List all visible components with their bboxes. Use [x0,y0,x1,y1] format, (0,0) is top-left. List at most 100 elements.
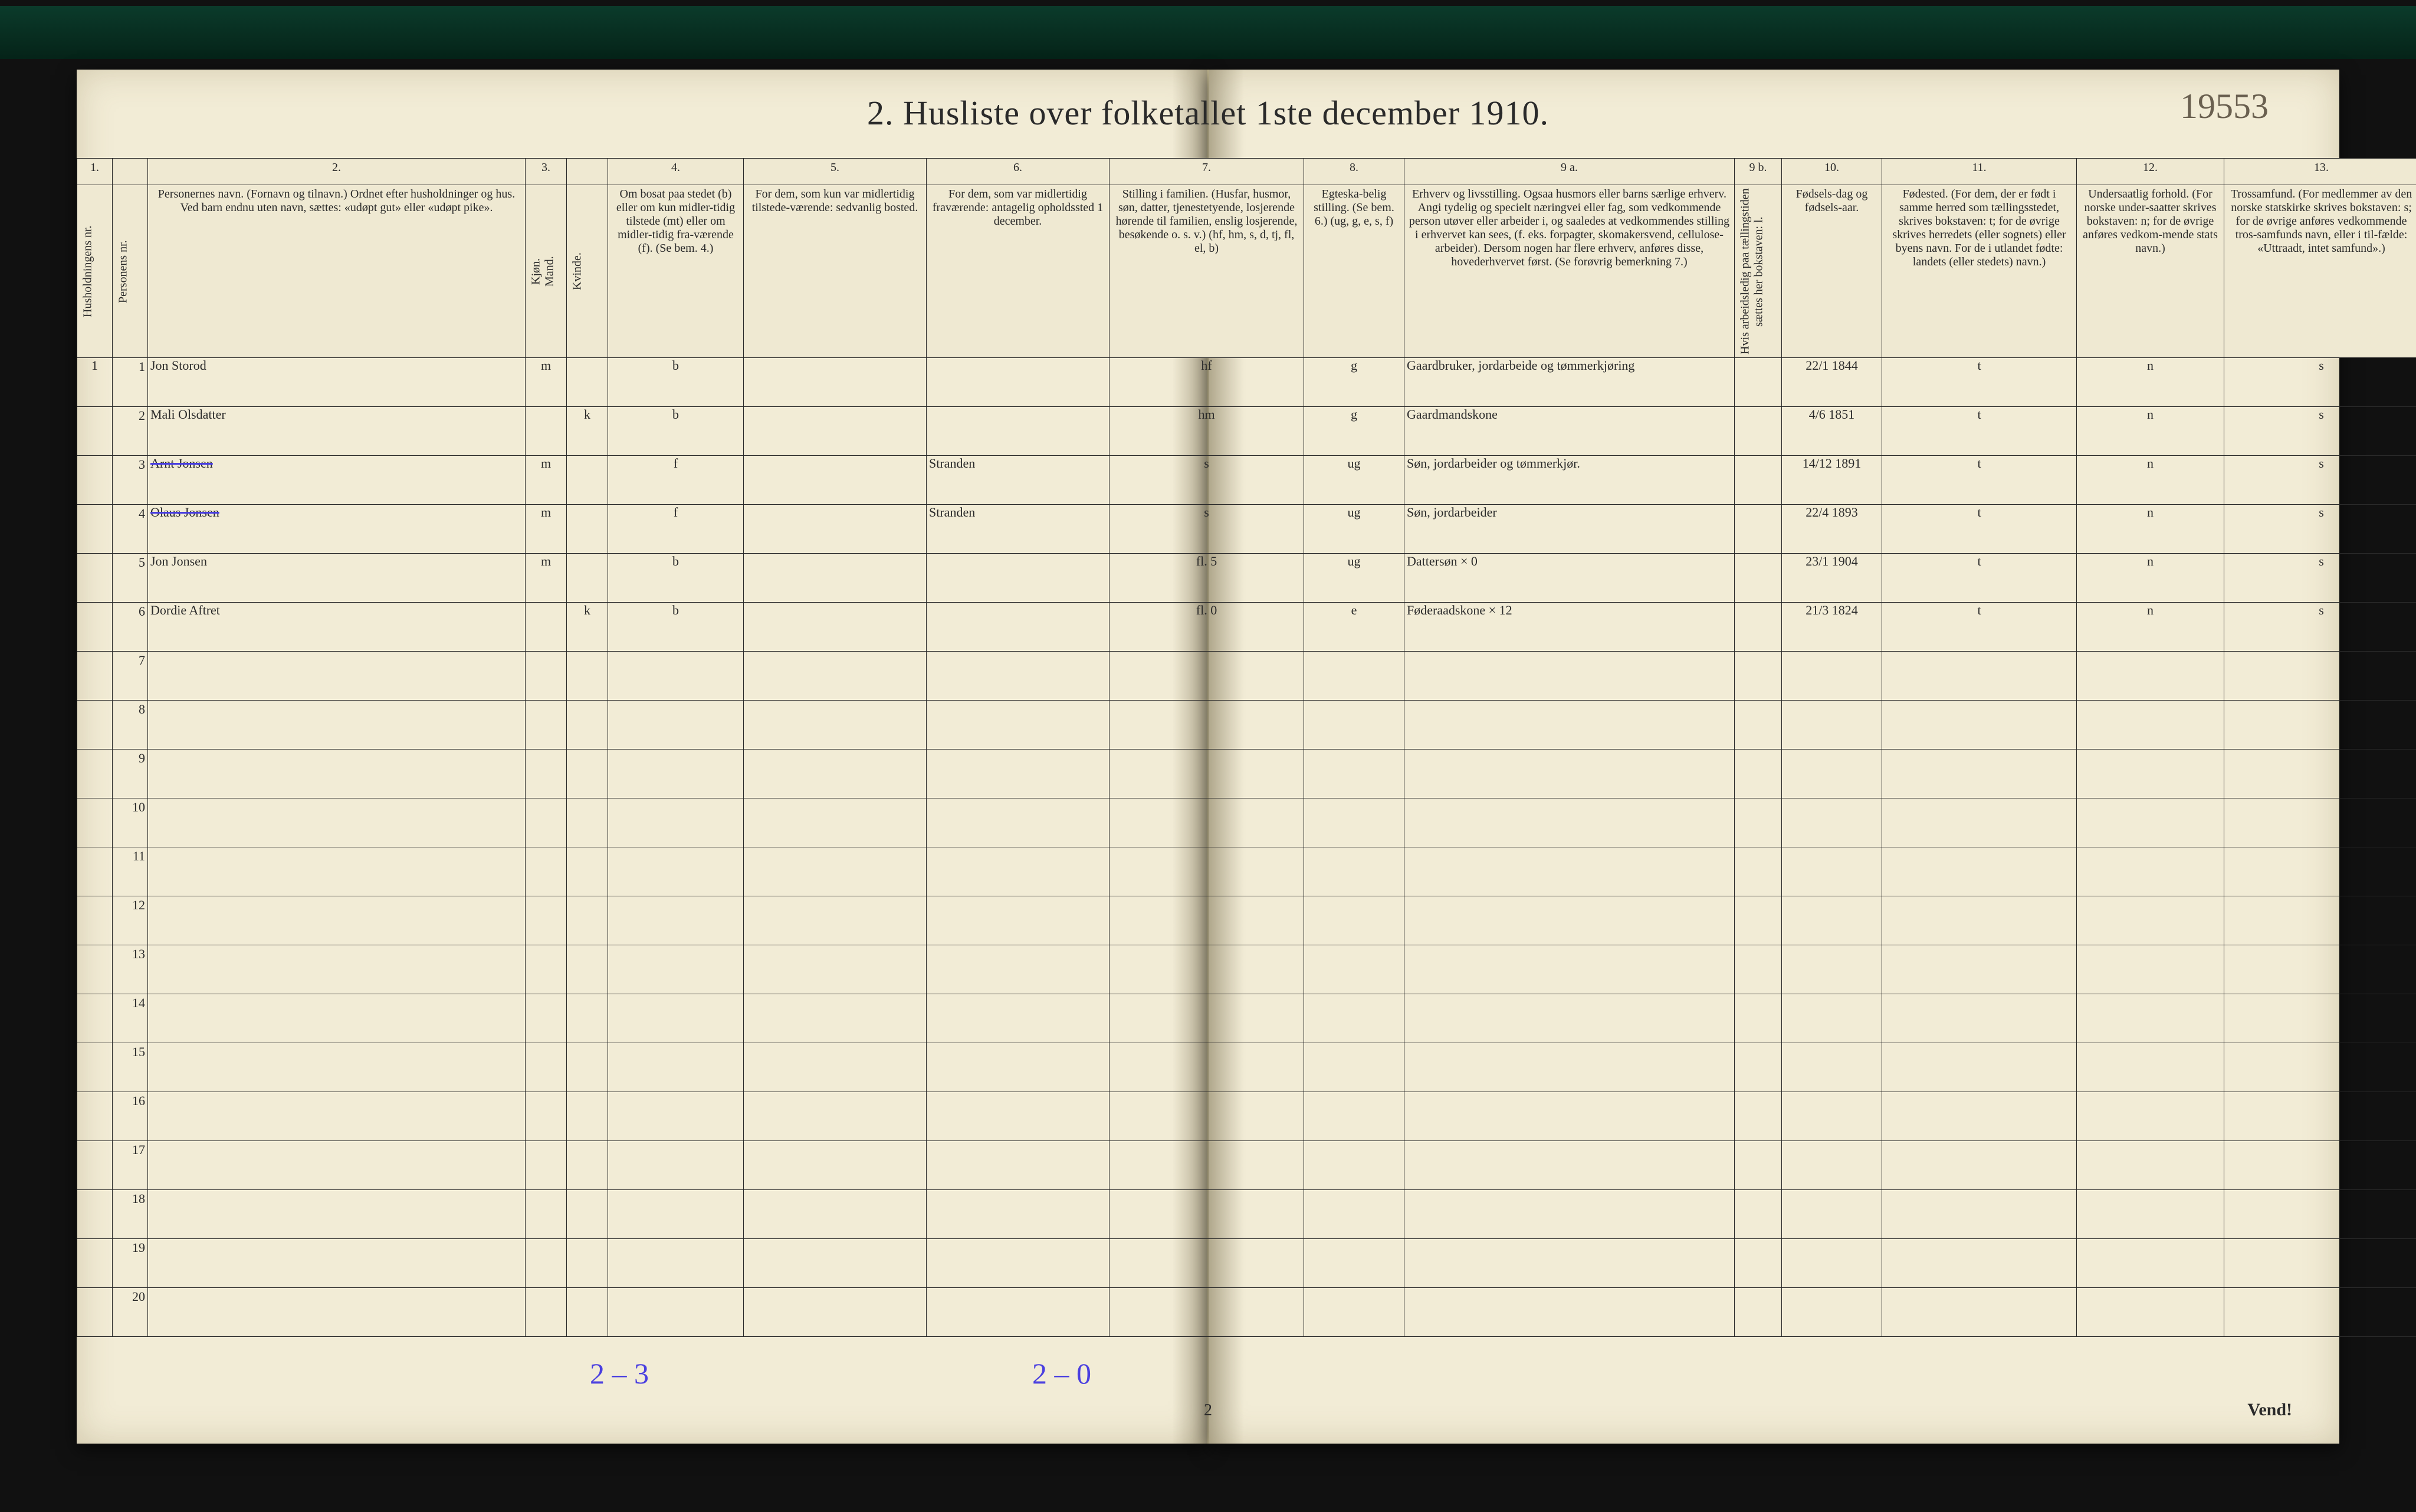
cell-hh [77,701,113,750]
cell-c5 [744,798,927,847]
cell-c5 [744,896,927,945]
col-9a-header: Erhverv og livsstilling. Ogsaa husmors e… [1404,185,1735,358]
cell-k [567,945,608,994]
cell-pn: 20 [113,1288,148,1337]
cell-hh [77,1288,113,1337]
cell-c11 [1882,750,2077,798]
column-number-cell [113,159,148,185]
cell-c6 [927,798,1109,847]
cell-name: Jon Storod [148,358,526,407]
column-header-row: Husholdningens nr. Personens nr. Persone… [77,185,2416,358]
cell-c8 [1304,1190,1404,1239]
cell-c9b [1735,701,1782,750]
cell-c7 [1109,798,1304,847]
col-3a-label: Mand. [543,256,556,287]
cell-m [526,1288,567,1337]
cell-hh [77,1092,113,1141]
column-number-cell: 9 b. [1735,159,1782,185]
column-number-cell [567,159,608,185]
cell-c10 [1782,847,1882,896]
cell-c7 [1109,945,1304,994]
cell-c6 [927,701,1109,750]
cell-c13 [2224,1092,2416,1141]
cell-pn: 5 [113,554,148,603]
cell-c9b [1735,1043,1782,1092]
cell-c7 [1109,701,1304,750]
cell-c6 [927,750,1109,798]
cell-c7: fl. 5 [1109,554,1304,603]
cell-m: m [526,456,567,505]
cell-c13 [2224,1288,2416,1337]
cell-name [148,701,526,750]
cell-c5 [744,505,927,554]
bottom-pencil-tally-right: 2 – 0 [1032,1356,1091,1391]
cell-c7: hf [1109,358,1304,407]
cell-c5 [744,1043,927,1092]
cell-c10: 21/3 1824 [1782,603,1882,652]
cell-c13 [2224,1043,2416,1092]
cell-c12: n [2077,407,2224,456]
cell-c4 [608,750,744,798]
col-12-header: Undersaatlig forhold. (For norske under-… [2077,185,2224,358]
cell-hh [77,994,113,1043]
col-3-group-label: Kjøn. [529,258,542,285]
cell-c10 [1782,896,1882,945]
cell-k: k [567,407,608,456]
cell-c8 [1304,652,1404,701]
cell-c9a [1404,750,1735,798]
cell-name: Mali Olsdatter [148,407,526,456]
cell-name [148,945,526,994]
cell-m [526,1141,567,1190]
cell-m [526,1239,567,1288]
cell-pn: 1 [113,358,148,407]
cell-c12: n [2077,358,2224,407]
table-row: 9 [77,750,2416,798]
table-row: 3Arnt JonsenmfStrandensugSøn, jordarbeid… [77,456,2416,505]
cell-k [567,750,608,798]
cell-c8 [1304,945,1404,994]
cell-pn: 10 [113,798,148,847]
col-4-header: Om bosat paa stedet (b) eller om kun mid… [608,185,744,358]
cell-pn: 17 [113,1141,148,1190]
cell-c4 [608,945,744,994]
cell-c13 [2224,652,2416,701]
cell-c5 [744,358,927,407]
col-3b-header: Kvinde. [567,185,608,358]
cell-pn: 3 [113,456,148,505]
cell-k [567,554,608,603]
cell-c10 [1782,945,1882,994]
cell-c13: s [2224,505,2416,554]
cell-c9b [1735,603,1782,652]
table-row: 10 [77,798,2416,847]
cell-pn: 7 [113,652,148,701]
cell-c5 [744,652,927,701]
cell-c9b [1735,1288,1782,1337]
cell-c10 [1782,1190,1882,1239]
cell-c8: ug [1304,456,1404,505]
cell-pn: 2 [113,407,148,456]
column-number-row: 1.2.3.4.5.6.7.8.9 a.9 b.10.11.12.13.14. [77,159,2416,185]
cell-c8 [1304,1092,1404,1141]
cell-m [526,945,567,994]
cell-hh [77,505,113,554]
cell-c11: t [1882,505,2077,554]
cell-c5 [744,847,927,896]
cell-hh [77,798,113,847]
col-6-header: For dem, som var midlertidig fraværende:… [927,185,1109,358]
table-row: 15 [77,1043,2416,1092]
cell-c4: f [608,456,744,505]
column-number-cell: 12. [2077,159,2224,185]
cell-c12 [2077,994,2224,1043]
column-number-cell: 8. [1304,159,1404,185]
cell-c11: t [1882,554,2077,603]
cell-hh [77,945,113,994]
table-row: 13 [77,945,2416,994]
column-number-cell: 13. [2224,159,2416,185]
cell-c4 [608,994,744,1043]
cell-c8 [1304,994,1404,1043]
cell-m [526,994,567,1043]
column-number-cell: 5. [744,159,927,185]
cell-c8 [1304,1043,1404,1092]
cell-k [567,1043,608,1092]
cell-hh [77,1239,113,1288]
